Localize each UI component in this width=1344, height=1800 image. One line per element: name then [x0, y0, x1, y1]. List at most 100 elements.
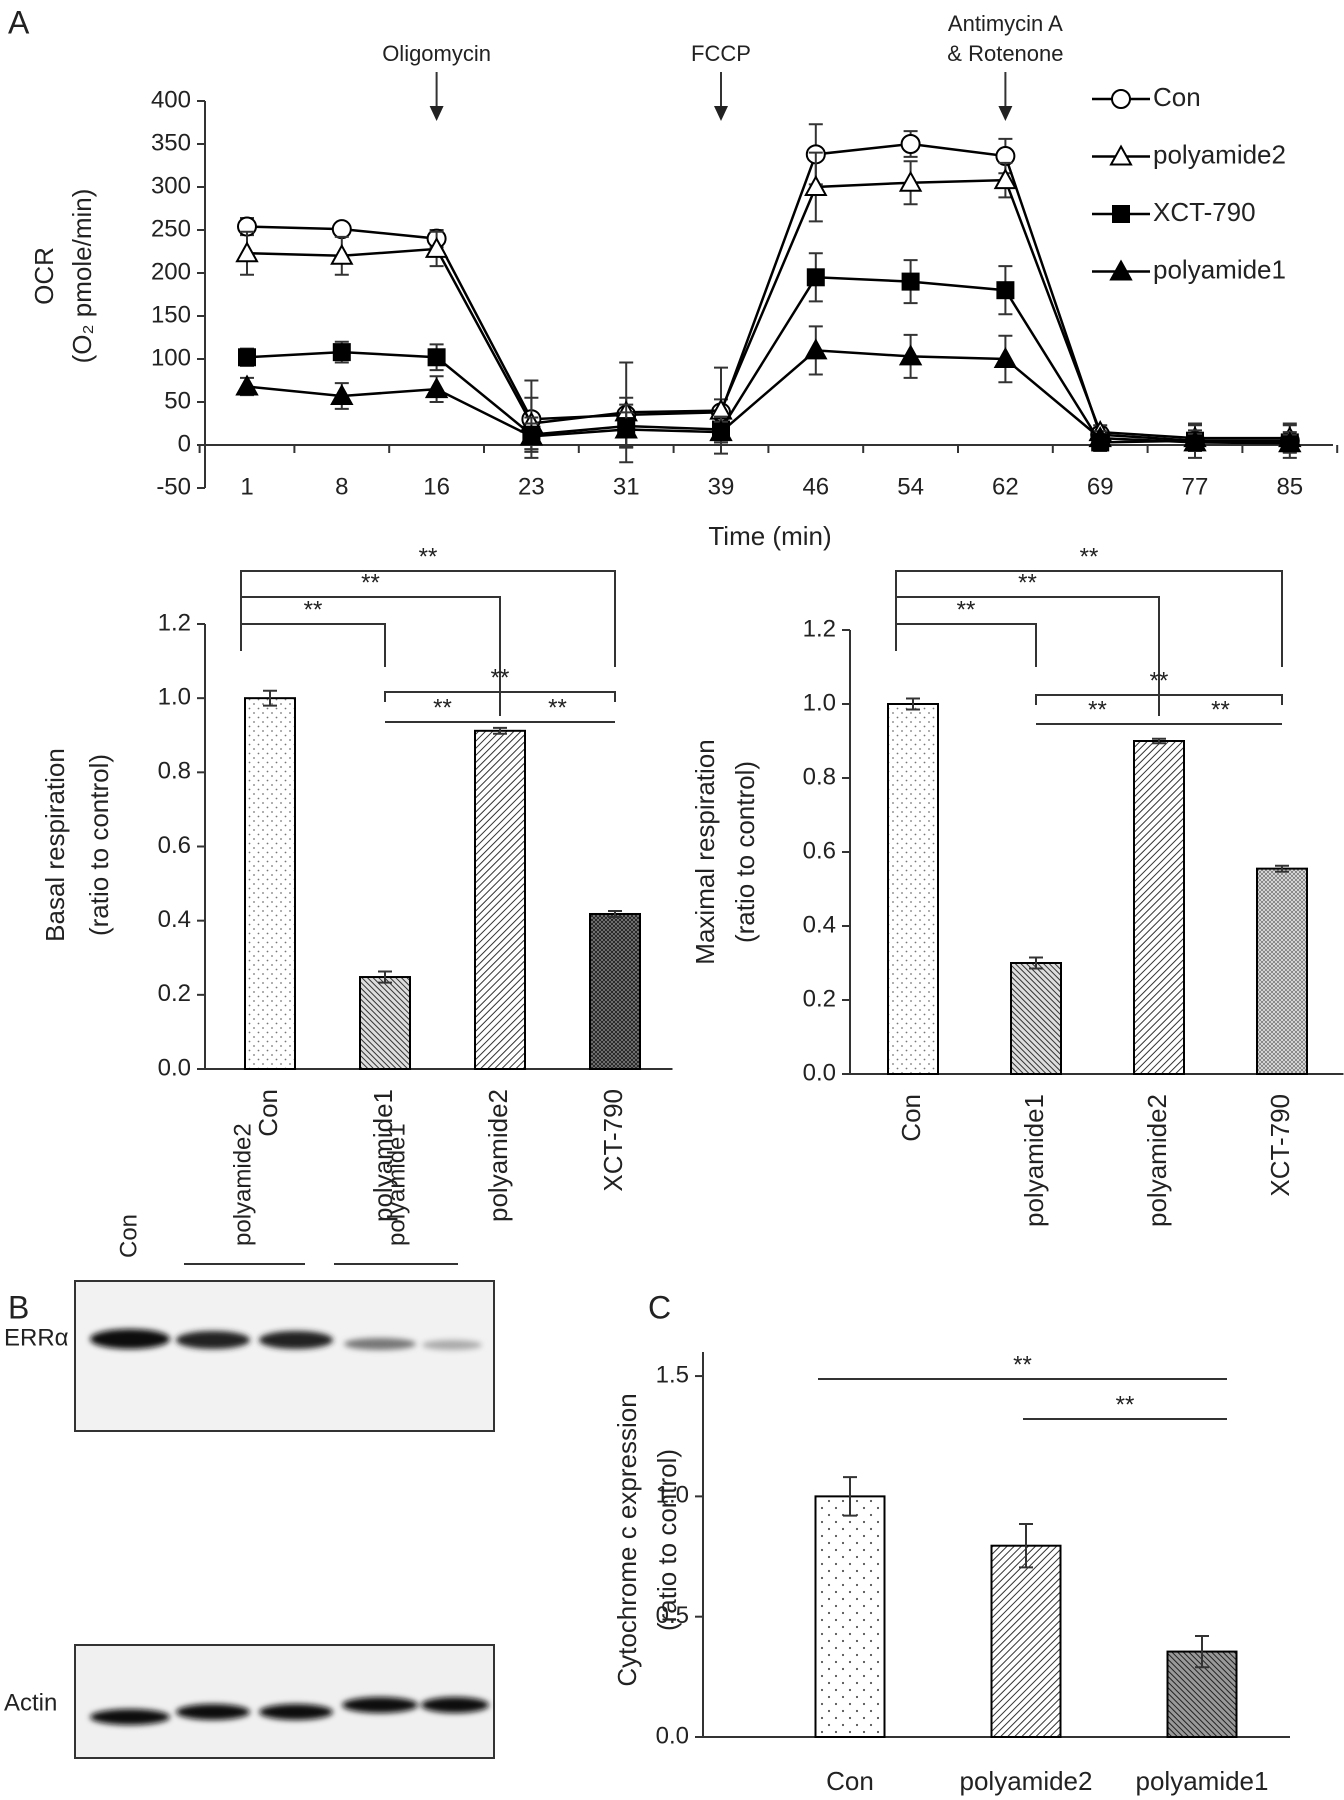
data-point: [898, 170, 923, 192]
band: [176, 1331, 250, 1349]
x-tick-label: 77: [1182, 473, 1209, 500]
data-point: [235, 241, 259, 263]
data-point: [898, 344, 923, 366]
significance-label: **: [548, 694, 567, 721]
data-point: [993, 346, 1018, 368]
legend-marker: [1109, 144, 1133, 166]
x-tick-label: polyamide1: [1136, 1766, 1269, 1796]
x-tick-label: 1: [240, 473, 253, 500]
significance-label: **: [1088, 696, 1107, 723]
y-tick-label: 1.0: [158, 684, 191, 711]
y-axis-label: Cytochrome c expression: [612, 1393, 642, 1686]
significance-label: **: [1211, 696, 1230, 723]
y-tick-label: 150: [151, 301, 191, 328]
blot-frame: [74, 1280, 495, 1432]
data-point: [901, 272, 920, 291]
y-tick-label: -50: [156, 473, 191, 500]
y-tick-label: 0.6: [803, 837, 836, 864]
bar: [1133, 740, 1185, 1075]
y-tick-label: 0.4: [803, 911, 836, 938]
legend-marker: [1109, 259, 1133, 281]
y-tick-label: 0.8: [803, 763, 836, 790]
x-tick-label: 85: [1276, 473, 1303, 500]
x-tick-label: 31: [613, 473, 640, 500]
bar: [474, 729, 526, 1070]
error-bar: [1152, 737, 1166, 745]
band: [176, 1704, 250, 1720]
y-tick-label: 0.8: [158, 758, 191, 785]
x-tick-label: polyamide1: [368, 1089, 398, 1222]
data-point: [424, 377, 449, 399]
x-tick-label: XCT-790: [598, 1089, 628, 1192]
significance-line: [240, 570, 616, 667]
lane-label: polyamide1: [383, 1123, 410, 1246]
significance-label: **: [433, 694, 452, 721]
legend-label: polyamide2: [1153, 139, 1286, 169]
band: [344, 1338, 416, 1350]
significance-label: **: [491, 664, 510, 691]
annotation-arrowhead: [998, 106, 1013, 121]
significance-label: **: [1116, 1391, 1135, 1418]
significance-line: [895, 623, 1037, 667]
data-point: [330, 243, 354, 265]
significance-line: [240, 623, 386, 667]
y-tick-label: 1.0: [656, 1482, 689, 1509]
y-axis-label: Basal respiration: [40, 748, 70, 942]
data-point: [519, 424, 544, 446]
legend-label: Con: [1153, 82, 1201, 112]
series-line: [246, 178, 1290, 440]
y-tick-label: 0.0: [158, 1054, 191, 1081]
band: [342, 1697, 418, 1713]
x-tick-label: 8: [335, 473, 348, 500]
y-axis-label: (ratio to control): [730, 761, 760, 943]
y-tick-label: 200: [151, 258, 191, 285]
series-line: [246, 349, 1290, 445]
data-point: [614, 417, 638, 439]
data-point: [1088, 426, 1112, 448]
significance-label: **: [361, 569, 380, 596]
panel-label: B: [8, 1289, 29, 1325]
y-tick-label: 250: [151, 215, 191, 242]
y-tick-label: 1.0: [803, 689, 836, 716]
y-tick-label: 300: [151, 172, 191, 199]
significance-label: **: [1150, 667, 1169, 694]
significance-line: [895, 570, 1283, 667]
annotation: FCCP: [691, 41, 751, 66]
band: [90, 1329, 170, 1349]
row-label: ERRα: [4, 1324, 69, 1351]
significance-label: **: [1018, 569, 1037, 596]
lane-label: polyamide2: [229, 1123, 256, 1246]
y-axis-label: (O₂ pmole/min): [67, 189, 97, 364]
band: [90, 1709, 170, 1725]
y-tick-label: 0.2: [158, 980, 191, 1007]
x-tick-label: 46: [802, 473, 829, 500]
data-point: [806, 268, 825, 287]
significance-label: **: [957, 596, 976, 623]
y-tick-label: 0: [178, 430, 191, 457]
significance-line: [384, 691, 616, 702]
data-point: [1183, 430, 1207, 452]
bar: [359, 976, 411, 1070]
bar: [244, 697, 296, 1071]
significance-label: **: [1080, 543, 1099, 570]
data-point: [238, 348, 256, 367]
y-axis-label: (ratio to control): [84, 754, 114, 936]
series-line: [246, 276, 1290, 444]
x-tick-label: 69: [1087, 473, 1114, 500]
y-tick-label: 100: [151, 344, 191, 371]
data-point: [330, 383, 354, 405]
data-point: [804, 338, 828, 360]
band: [259, 1331, 333, 1349]
bar: [814, 1495, 886, 1738]
series-line: [246, 142, 1290, 442]
x-tick-label: Con: [253, 1089, 283, 1137]
data-point: [804, 174, 828, 196]
y-tick-label: 0.4: [158, 906, 191, 933]
y-tick-label: 1.2: [803, 615, 836, 642]
annotation-arrowhead: [714, 106, 728, 121]
error-bar: [608, 910, 622, 918]
band: [422, 1340, 482, 1350]
y-tick-label: 1.2: [158, 609, 191, 636]
legend-label: polyamide1: [1153, 254, 1286, 284]
